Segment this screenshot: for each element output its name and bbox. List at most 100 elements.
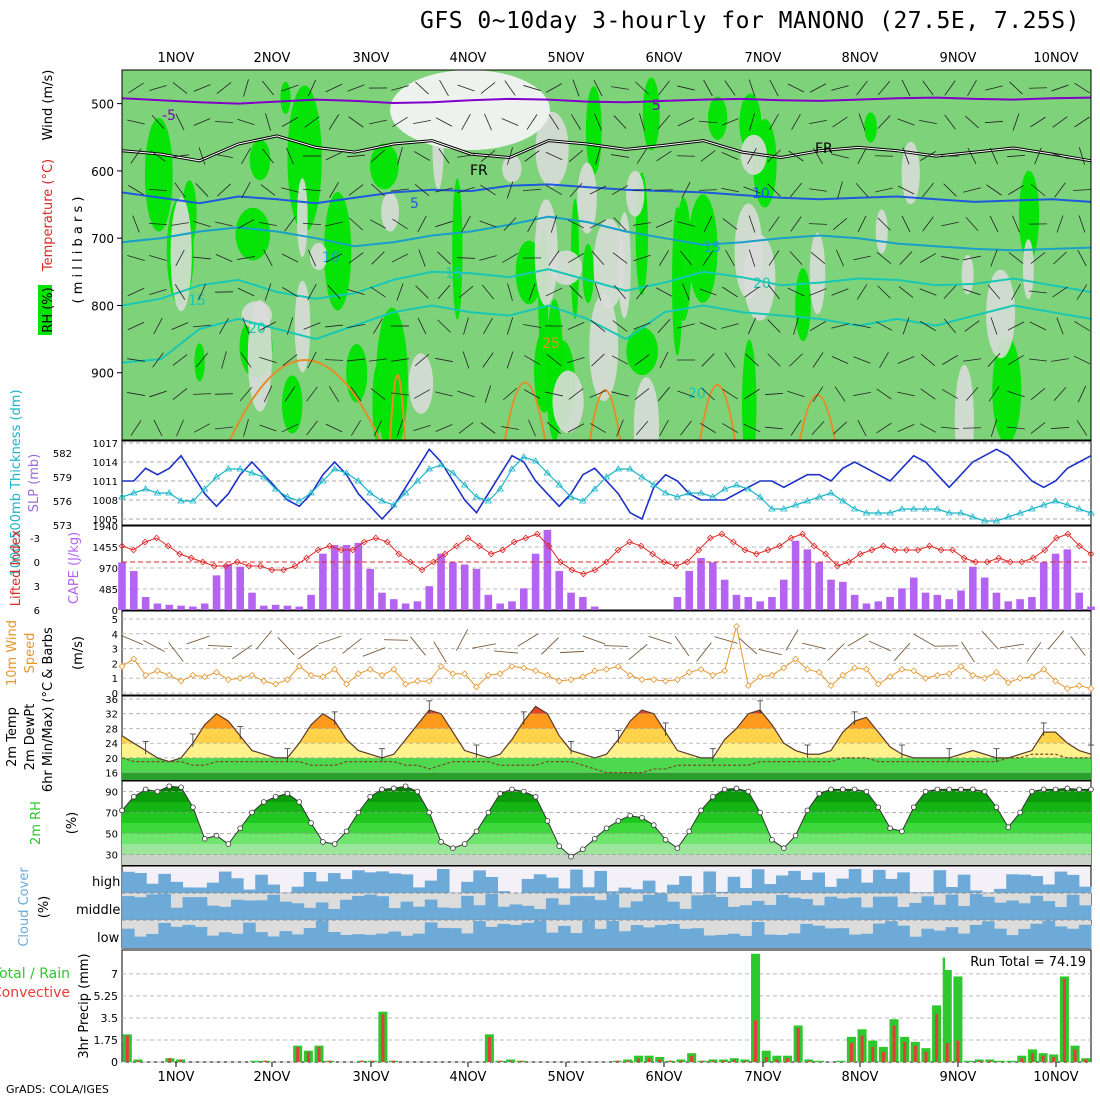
precip-conv-bar: [978, 1061, 981, 1062]
cloud-cover-bar: [958, 875, 971, 893]
cape-bar: [485, 595, 493, 610]
cloud-cover-bar: [982, 921, 995, 948]
cloud-cover-bar: [425, 900, 438, 920]
ylabel-rh-units: (%): [65, 812, 80, 835]
cloud-cover-bar: [170, 927, 183, 948]
precip-conv-bar: [807, 1061, 810, 1062]
rh-marker: [640, 815, 645, 820]
rh-low-patch: [535, 199, 558, 306]
cape-bar: [284, 606, 292, 610]
precip-conv-bar: [988, 1061, 991, 1062]
contour-label: 5: [410, 196, 419, 212]
cloud-cover-bar: [619, 888, 632, 893]
cloud-cover-bar: [1030, 924, 1043, 948]
rh-marker: [202, 836, 207, 841]
li-tick-label: 6: [34, 606, 40, 617]
rh-low-patch: [552, 370, 583, 432]
cloud-cover-bar: [740, 936, 753, 948]
cloud-cover-bar: [255, 900, 268, 920]
precip-conv-bar: [1063, 979, 1066, 1062]
pressure-tick-label: 700: [91, 232, 114, 246]
cloud-cover-bar: [1055, 907, 1068, 920]
precip-conv-bar: [658, 1059, 661, 1062]
cloud-cover-bar: [558, 888, 571, 893]
rh-marker: [770, 837, 775, 842]
rh-marker: [829, 787, 834, 792]
cloud-cover-bar: [994, 903, 1007, 920]
cape-bar: [213, 575, 221, 610]
cloud-cover-bar: [207, 936, 220, 948]
cloud-cover-bar: [800, 880, 813, 893]
cloud-cover-bar: [279, 931, 292, 948]
cloud-cover-bar: [643, 895, 656, 920]
cape-bar: [792, 541, 800, 610]
cape-bar: [248, 593, 256, 610]
cloud-cover-bar: [897, 926, 910, 948]
cloud-cover-bar: [243, 923, 256, 948]
cloud-cover-bar: [376, 896, 389, 920]
rh-marker: [439, 840, 444, 845]
cloud-cover-bar: [473, 905, 486, 920]
cloud-cover-bar: [413, 887, 426, 893]
cloud-cover-bar: [207, 883, 220, 893]
ylabel-convective: Convective: [0, 985, 70, 1001]
contour-label: FR: [815, 141, 833, 157]
precip-conv-bar: [168, 1058, 171, 1062]
rh-marker: [1089, 787, 1094, 792]
rh-marker: [557, 844, 562, 849]
pressure-tick-label: 600: [91, 165, 114, 179]
rh-marker: [994, 805, 999, 810]
rh-marker: [651, 823, 656, 828]
cloud-cover-bar: [231, 878, 244, 893]
contour-label: 20: [688, 386, 706, 402]
cloud-cover-bar: [837, 879, 850, 893]
cloud-cover-bar: [594, 871, 607, 893]
precip-conv-bar: [1052, 1057, 1055, 1062]
ylabel-wind: Wind (m/s): [41, 70, 56, 141]
thickness-tick-label: 573: [53, 521, 72, 532]
li-tick-label: -3: [30, 534, 40, 545]
ylabel-2m-rh: 2m RH: [29, 801, 44, 845]
wind-barb: [963, 428, 981, 429]
rh-low-patch: [986, 270, 1015, 359]
cloud-level-high: high: [92, 875, 120, 890]
cloud-cover-bar: [146, 934, 159, 948]
cloud-cover-bar: [728, 934, 741, 948]
cape-bar: [390, 599, 398, 610]
rh-marker: [462, 842, 467, 847]
bottom-date-label: 6NOV: [646, 1070, 683, 1085]
rh-low-patch: [409, 353, 433, 414]
precip-conv-bar: [701, 1061, 704, 1062]
cloud-cover-bar: [279, 902, 292, 920]
bottom-date-label: 1NOV: [158, 1070, 195, 1085]
cape-bar: [1087, 607, 1095, 610]
cloud-cover-bar: [183, 897, 196, 920]
cape-bar: [272, 605, 280, 610]
rh-marker: [734, 786, 739, 791]
cloud-cover-bar: [449, 928, 462, 948]
cape-bar: [874, 601, 882, 610]
cape-bar: [260, 606, 268, 610]
cloud-cover-bar: [982, 897, 995, 920]
cloud-cover-bar: [1079, 925, 1092, 948]
cape-bar: [461, 565, 469, 610]
slp-tick-label: 1017: [93, 439, 118, 450]
cloud-cover-bar: [728, 907, 741, 920]
cape-bar: [1040, 562, 1048, 610]
rh-marker: [900, 829, 905, 834]
cape-tick-label: 1940: [93, 522, 118, 533]
rh-marker: [238, 826, 243, 831]
precip-total-bar: [1007, 1061, 1016, 1062]
cloud-cover-bar: [522, 879, 535, 893]
contour-label: 10: [752, 186, 770, 202]
cloud-cover-bar: [764, 905, 777, 920]
cloud-cover-bar: [594, 900, 607, 920]
rh-marker: [888, 826, 893, 831]
cloud-cover-bar: [304, 908, 317, 920]
rh-marker: [580, 847, 585, 852]
rh-marker: [959, 787, 964, 792]
cloud-cover-bar: [461, 933, 474, 948]
cape-bar: [756, 601, 764, 610]
rh-marker: [391, 786, 396, 791]
precip-conv-bar: [1074, 1049, 1077, 1062]
